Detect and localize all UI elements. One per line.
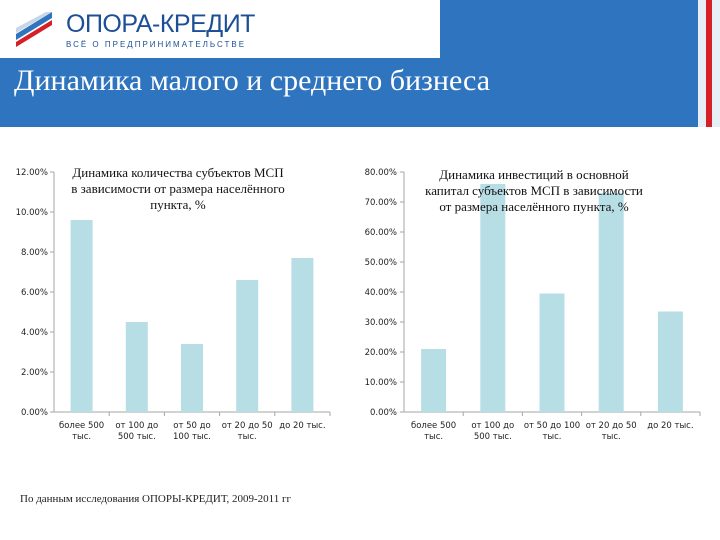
logo-name: ОПОРА-КРЕДИТ [66,10,255,38]
chart-1-category-label: более 500 тыс. [59,421,104,442]
chart-1-ytick-label: 10.00% [16,208,48,218]
chart-2-ytick-label: 60.00% [365,228,397,238]
chart-1-category-label: от 100 до 500 тыс. [115,421,158,442]
chart-2-category-label: от 20 до 50 тыс. [586,421,637,442]
flag-logo-icon [12,12,56,48]
chart-1-ytick-label: 2.00% [21,368,48,378]
chart-1-bar [125,322,148,412]
chart-2-bar [480,184,506,412]
chart-2-category-label: от 100 до 500 тыс. [471,421,514,442]
chart-1-bar [181,344,203,412]
chart-1-category-label: от 20 до 50 тыс. [222,421,273,442]
chart-2-ytick-label: 0.00% [370,408,397,418]
chart-1-title: Динамика количества субъектов МСП в завис… [71,165,284,212]
chart-1-ytick-label: 12.00% [16,168,48,178]
chart-2-ytick-label: 70.00% [365,198,397,208]
chart-1-bar [236,280,259,412]
chart-2-ytick-label: 80.00% [365,168,397,178]
chart-2-category-label: более 500 тыс. [411,421,456,442]
chart-1-category-label: от 50 до 100 тыс. [173,421,211,442]
chart-2-ytick-label: 40.00% [365,288,397,298]
chart-2-ytick-label: 30.00% [365,318,397,328]
chart-2-ytick-label: 10.00% [365,378,397,388]
chart-1-ytick-label: 8.00% [21,248,48,258]
chart-1-bar [291,258,314,412]
chart-1-ytick-label: 6.00% [21,288,48,298]
chart-2-ytick-label: 50.00% [365,258,397,268]
decorative-red-stripe [706,0,712,127]
chart-2-bar [539,293,565,412]
chart-2-bar [598,193,624,412]
logo-area: ОПОРА-КРЕДИТ ВСЁ О ПРЕДПРИНИМАТЕЛЬСТВЕ [0,0,440,58]
chart-2-category-label: до 20 тыс. [647,421,693,431]
charts-area: 0.00% 2.00% 4.00% 6.00% 8.00% 10.00% 12.00% бол… [16,165,701,442]
chart-1-ytick-label: 4.00% [21,328,48,338]
chart-1-category-label: до 20 тыс. [279,421,325,431]
page-title: Динамика малого и среднего бизнеса [14,64,491,97]
header-banner: ОПОРА-КРЕДИТ ВСЁ О ПРЕДПРИНИМАТЕЛЬСТВЕ Д… [0,0,720,127]
chart-2-title: Динамика инвестиций в основной капитал су… [425,167,643,214]
chart-2-bar [421,349,447,412]
chart-2-bar [657,311,683,412]
logo-tagline: ВСЁ О ПРЕДПРИНИМАТЕЛЬСТВЕ [66,40,247,49]
chart-2-category-label: от 50 до 100 тыс. [524,421,580,442]
chart-1-bar [70,220,93,412]
chart-2-ytick-label: 20.00% [365,348,397,358]
chart-1-ytick-label: 0.00% [21,408,48,418]
source-footnote: По данным исследования ОПОРЫ-КРЕДИТ, 200… [20,493,292,505]
